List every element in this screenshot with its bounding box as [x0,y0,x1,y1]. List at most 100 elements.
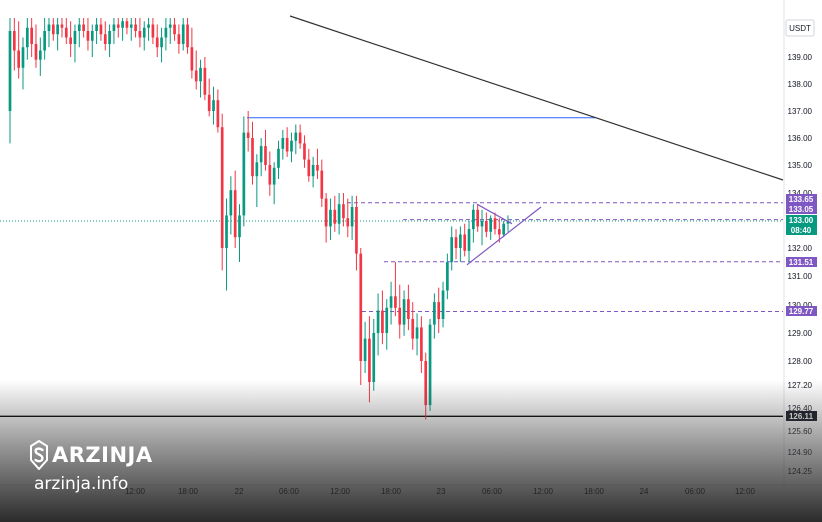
price-tag-box[interactable] [786,194,817,204]
candle-body[interactable] [129,24,133,28]
triangle-lower-line[interactable] [466,206,542,266]
candle-body[interactable] [190,47,194,71]
candle-body[interactable] [316,165,319,171]
triangle-upper-line[interactable] [476,203,513,225]
candle-body[interactable] [346,218,350,227]
candle-body[interactable] [207,94,211,111]
candle-body[interactable] [95,24,98,32]
candle-body[interactable] [8,31,12,111]
candle-body[interactable] [463,234,467,251]
candle-body[interactable] [160,37,163,48]
candle-body[interactable] [116,24,120,28]
candle-body[interactable] [372,333,376,382]
candle-body[interactable] [350,207,354,227]
candle-body[interactable] [485,221,488,232]
candle-body[interactable] [51,24,55,35]
candle-body[interactable] [25,27,29,48]
candle-body[interactable] [60,24,64,28]
candle-body[interactable] [99,24,103,35]
candle-body[interactable] [121,21,124,28]
candle-body[interactable] [467,229,471,251]
candle-body[interactable] [264,146,267,165]
candle-body[interactable] [493,218,497,230]
candle-body[interactable] [125,21,129,28]
candle-body[interactable] [134,24,137,32]
candle-body[interactable] [398,307,402,325]
candle-body[interactable] [437,302,441,319]
candle-body[interactable] [355,207,358,254]
candle-body[interactable] [164,27,168,38]
candle-body[interactable] [497,229,501,235]
candle-body[interactable] [368,338,371,382]
candle-body[interactable] [255,162,259,177]
candle-body[interactable] [459,234,462,249]
candle-body[interactable] [385,307,389,333]
candle-body[interactable] [168,24,172,28]
candle-body[interactable] [411,319,415,339]
candle-body[interactable] [17,50,21,68]
candle-body[interactable] [480,221,484,227]
price-tag-box[interactable] [786,306,817,316]
candle-body[interactable] [194,70,198,82]
candle-body[interactable] [446,262,449,291]
candle-body[interactable] [376,310,380,333]
candle-body[interactable] [294,132,298,141]
candle-body[interactable] [320,170,324,199]
candle-body[interactable] [394,296,397,308]
candle-body[interactable] [420,327,423,361]
candle-body[interactable] [277,148,280,168]
price-tag-box[interactable] [786,215,817,235]
candle-body[interactable] [77,24,81,32]
candle-body[interactable] [415,327,419,339]
candle-body[interactable] [251,138,254,177]
candle-body[interactable] [225,215,228,248]
candle-body[interactable] [407,299,410,319]
candle-body[interactable] [281,138,285,149]
candle-body[interactable] [424,361,428,406]
candle-body[interactable] [324,198,328,227]
candle-body[interactable] [216,100,220,128]
candle-body[interactable] [103,34,107,44]
price-tag-box[interactable] [786,257,817,267]
candle-body[interactable] [389,296,393,308]
candle-body[interactable] [229,190,233,216]
candle-body[interactable] [112,24,116,32]
candle-body[interactable] [177,34,181,44]
candle-body[interactable] [502,223,506,235]
candle-body[interactable] [82,24,85,32]
candle-body[interactable] [73,31,77,44]
candle-body[interactable] [433,302,436,325]
price-tag-box[interactable] [786,204,817,214]
candle-body[interactable] [47,24,51,32]
candle-body[interactable] [311,165,315,177]
candle-body[interactable] [285,138,289,152]
candle-body[interactable] [90,31,94,41]
candle-body[interactable] [290,140,293,152]
candle-body[interactable] [12,31,16,51]
downtrend-line[interactable] [289,15,784,181]
candle-body[interactable] [303,143,306,160]
candle-body[interactable] [454,237,458,248]
candle-body[interactable] [472,209,475,230]
candle-body[interactable] [203,67,207,95]
candle-body[interactable] [337,204,341,224]
candle-body[interactable] [333,209,337,224]
candle-body[interactable] [142,27,146,38]
candle-body[interactable] [450,237,454,262]
candle-body[interactable] [155,37,159,48]
candle-body[interactable] [64,27,68,38]
candle-body[interactable] [246,132,250,138]
candle-body[interactable] [151,24,155,38]
candle-body[interactable] [186,24,189,48]
candle-body[interactable] [238,215,241,238]
candle-body[interactable] [30,27,33,44]
candle-body[interactable] [69,37,72,45]
candle-body[interactable] [212,100,215,111]
candle-body[interactable] [359,253,363,361]
candle-body[interactable] [147,24,150,28]
candle-body[interactable] [307,159,311,177]
candle-body[interactable] [506,221,510,224]
candle-body[interactable] [268,165,272,185]
candle-body[interactable] [428,324,432,406]
candle-body[interactable] [363,338,367,361]
